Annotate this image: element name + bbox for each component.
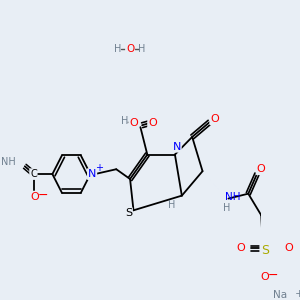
Text: O: O — [126, 44, 134, 54]
Text: +: + — [295, 290, 300, 299]
Text: C: C — [30, 169, 37, 179]
Polygon shape — [202, 171, 221, 193]
Text: H: H — [114, 44, 122, 54]
Text: S: S — [261, 244, 269, 257]
Text: +: + — [95, 163, 103, 173]
Text: O: O — [236, 244, 245, 254]
Text: O: O — [284, 244, 293, 254]
Text: O: O — [129, 118, 138, 128]
Text: N: N — [88, 169, 96, 179]
Text: Na: Na — [273, 290, 287, 300]
Text: H: H — [138, 44, 146, 54]
Text: O: O — [260, 272, 269, 282]
Text: H: H — [121, 116, 129, 126]
Text: S: S — [125, 208, 132, 218]
Text: O: O — [210, 114, 219, 124]
Text: H: H — [223, 203, 231, 213]
Text: −: − — [38, 189, 48, 202]
Text: N: N — [172, 142, 181, 152]
Text: O: O — [30, 192, 39, 202]
Text: NH: NH — [2, 158, 16, 167]
Text: O: O — [148, 118, 157, 128]
Text: NH: NH — [225, 192, 241, 202]
Text: −: − — [268, 269, 278, 282]
Text: H: H — [168, 200, 175, 210]
Text: O: O — [257, 164, 266, 174]
